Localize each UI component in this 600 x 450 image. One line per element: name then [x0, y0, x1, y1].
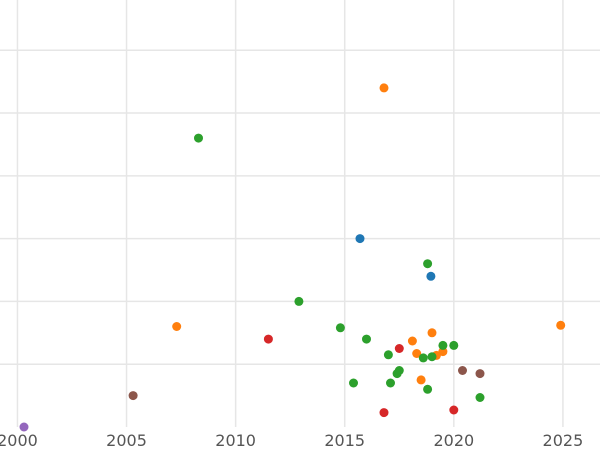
data-point [263, 334, 273, 344]
data-point [423, 384, 433, 394]
x-tick-label: 2015 [324, 431, 365, 450]
data-point [362, 334, 371, 344]
data-point [394, 366, 404, 375]
data-point [19, 422, 29, 432]
data-point [438, 347, 448, 357]
x-tick-label: 2025 [543, 431, 584, 450]
data-point [386, 378, 395, 388]
data-point [379, 408, 389, 418]
data-point [394, 344, 404, 353]
data-point [427, 352, 437, 362]
x-axis-ticks: 2000 2005 2010 2015 2020 2025 [0, 431, 583, 450]
data-point [335, 323, 345, 333]
data-point [449, 340, 459, 350]
data-point [172, 322, 182, 331]
x-tick-label: 2020 [433, 431, 474, 450]
data-point [475, 393, 485, 402]
data-point [407, 336, 417, 346]
x-tick-label: 2010 [215, 431, 256, 450]
data-point [423, 259, 433, 269]
data-point [194, 133, 203, 143]
data-point [383, 350, 393, 360]
data-point [475, 369, 485, 379]
data-point [418, 353, 428, 363]
data-point [349, 378, 358, 388]
data-points [19, 83, 566, 432]
data-point [438, 340, 448, 350]
data-point [355, 234, 365, 244]
data-point [427, 328, 437, 338]
x-tick-label: 2000 [0, 431, 38, 450]
data-point [416, 375, 426, 385]
data-point [458, 366, 467, 375]
data-point [412, 349, 422, 358]
data-point [449, 405, 459, 415]
data-point [379, 83, 389, 93]
data-point [294, 296, 304, 306]
data-point [426, 271, 436, 281]
grid [0, 0, 600, 427]
data-point [556, 320, 566, 330]
x-tick-label: 2005 [106, 431, 147, 450]
data-point [128, 391, 138, 401]
